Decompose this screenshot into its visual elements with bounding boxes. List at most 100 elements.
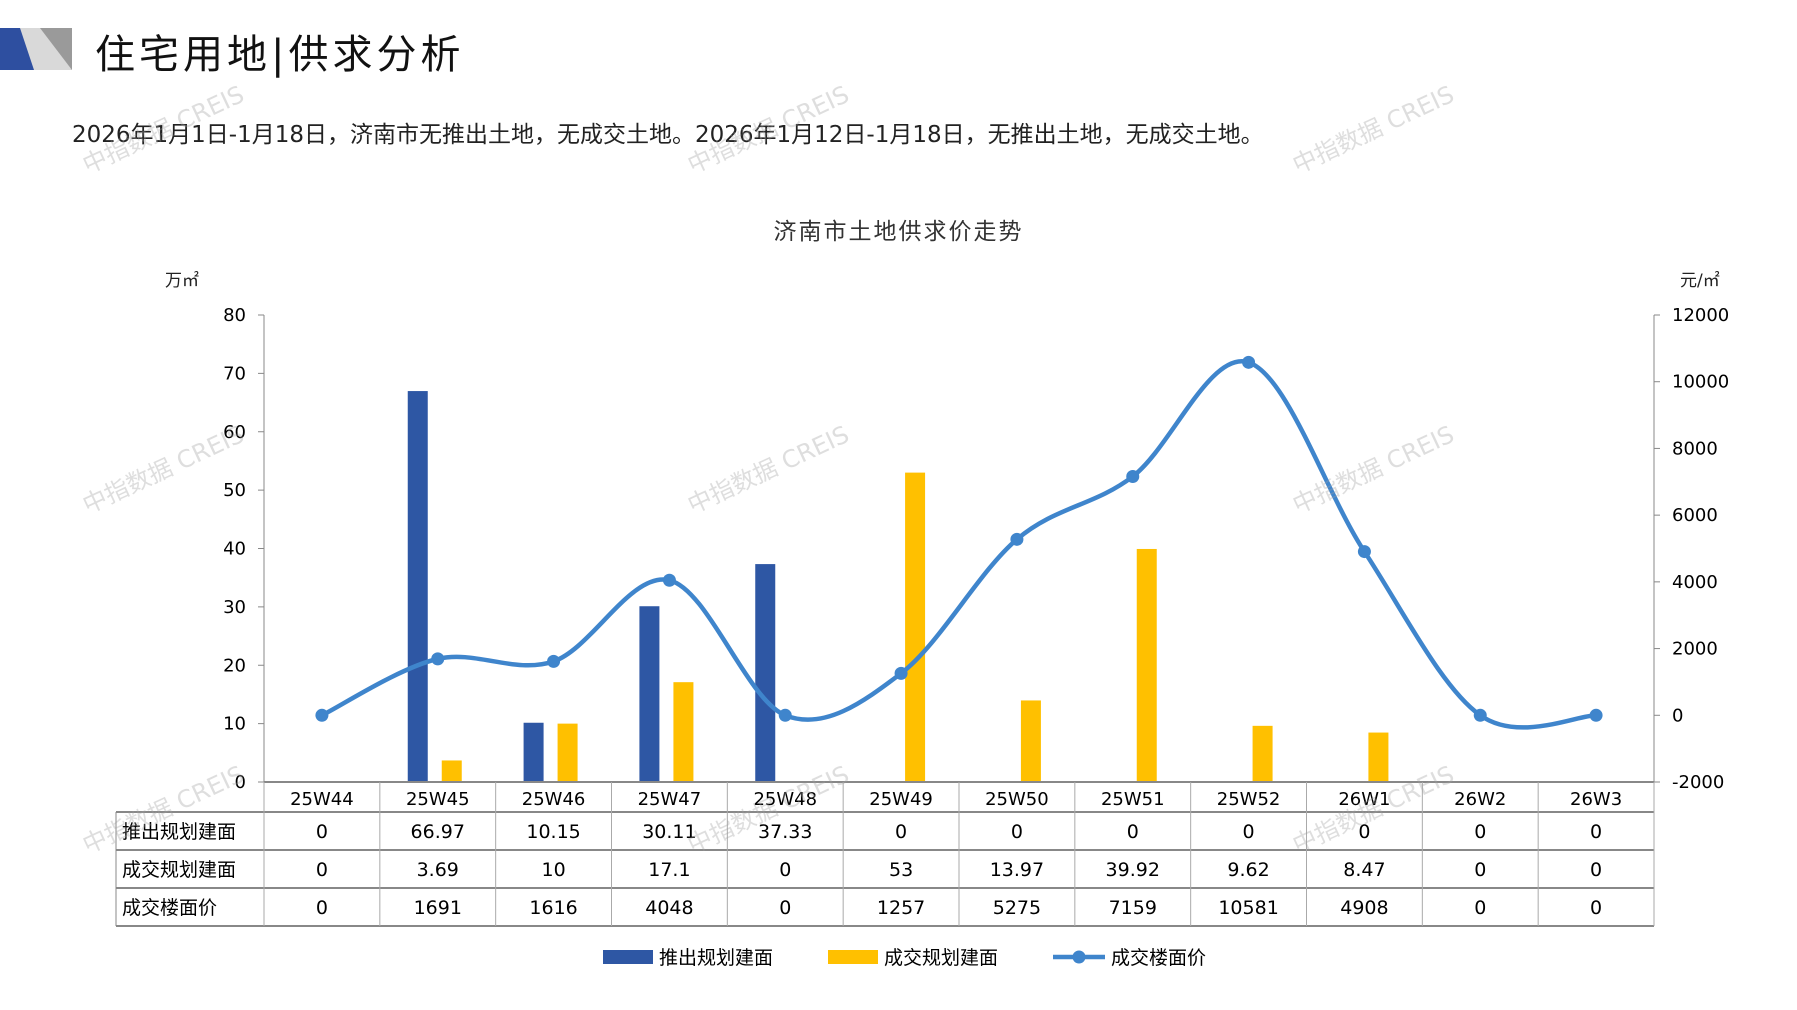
data-label: 0: [895, 821, 907, 843]
category-label: 26W2: [1454, 789, 1506, 810]
price-point: [547, 654, 561, 668]
price-point: [894, 666, 908, 680]
data-label: 0: [1011, 821, 1023, 843]
data-label: 17.1: [648, 859, 690, 881]
data-label: 4048: [645, 897, 693, 919]
data-label: 0: [1474, 897, 1486, 919]
data-label: 7159: [1109, 897, 1157, 919]
data-label: 0: [1590, 821, 1602, 843]
price-point: [662, 573, 676, 587]
bar-supply: [407, 391, 428, 782]
data-label: 53: [889, 859, 913, 881]
row-label: 成交楼面价: [122, 897, 217, 919]
left-axis-unit: 万㎡: [165, 271, 199, 291]
right-axis-unit: 元/㎡: [1680, 271, 1720, 291]
legend-marker: [1072, 950, 1086, 964]
data-label: 0: [1474, 859, 1486, 881]
data-label: 3.69: [417, 859, 459, 881]
data-label: 10: [541, 859, 565, 881]
data-label: 66.97: [411, 821, 465, 843]
data-label: 0: [316, 859, 328, 881]
left-tick-label: 70: [223, 363, 246, 384]
category-label: 25W45: [406, 789, 470, 810]
bar-deal: [905, 472, 926, 782]
data-label: 13.97: [990, 859, 1044, 881]
bar-supply: [639, 606, 660, 782]
right-tick-label: 4000: [1672, 572, 1718, 593]
summary-text: 2026年1月1日-1月18日，济南市无推出土地，无成交土地。2026年1月12…: [72, 122, 1264, 148]
category-label: 25W52: [1217, 789, 1281, 810]
left-tick-label: 20: [223, 655, 246, 676]
right-tick-label: 12000: [1672, 305, 1729, 326]
price-point: [1010, 532, 1024, 546]
data-label: 39.92: [1106, 859, 1160, 881]
price-point: [1242, 355, 1256, 369]
left-tick-label: 0: [235, 772, 246, 793]
row-label: 成交规划建面: [122, 859, 236, 881]
category-label: 25W48: [753, 789, 817, 810]
data-label: 0: [1127, 821, 1139, 843]
price-point: [1589, 708, 1603, 722]
data-label: 30.11: [642, 821, 696, 843]
bar-deal: [441, 760, 462, 782]
data-label: 0: [1590, 859, 1602, 881]
left-tick-label: 30: [223, 597, 246, 618]
data-label: 10581: [1218, 897, 1278, 919]
price-point: [1357, 545, 1371, 559]
right-tick-label: 10000: [1672, 372, 1729, 393]
data-label: 0: [316, 821, 328, 843]
left-tick-label: 10: [223, 714, 246, 735]
left-tick-label: 40: [223, 539, 246, 560]
category-label: 25W50: [985, 789, 1049, 810]
data-label: 1257: [877, 897, 925, 919]
page-title: 住宅用地|供求分析: [95, 32, 465, 78]
category-label: 25W46: [522, 789, 586, 810]
data-label: 9.62: [1227, 859, 1269, 881]
category-label: 25W44: [290, 789, 354, 810]
legend-swatch-deal: [828, 950, 878, 964]
data-label: 1616: [529, 897, 577, 919]
logo-mark: [0, 28, 72, 70]
price-point: [778, 708, 792, 722]
price-point: [431, 652, 445, 666]
data-label: 8.47: [1343, 859, 1385, 881]
legend-swatch-supply: [603, 950, 653, 964]
legend-label: 成交规划建面: [884, 947, 998, 969]
bar-supply: [755, 564, 776, 782]
data-label: 10.15: [526, 821, 580, 843]
category-label: 25W51: [1101, 789, 1165, 810]
price-point: [1473, 708, 1487, 722]
category-label: 25W49: [869, 789, 933, 810]
bar-supply: [523, 722, 544, 782]
data-label: 1691: [414, 897, 462, 919]
data-label: 5275: [993, 897, 1041, 919]
bar-deal: [1252, 725, 1273, 782]
right-tick-label: 6000: [1672, 505, 1718, 526]
right-tick-label: -2000: [1672, 772, 1724, 793]
legend-label: 成交楼面价: [1111, 947, 1206, 969]
bar-deal: [1020, 700, 1041, 782]
left-tick-label: 80: [223, 305, 246, 326]
bar-deal: [1368, 732, 1389, 782]
right-tick-label: 8000: [1672, 438, 1718, 459]
category-label: 26W3: [1570, 789, 1622, 810]
data-label: 0: [1243, 821, 1255, 843]
row-label: 推出规划建面: [122, 821, 236, 843]
bar-deal: [673, 682, 694, 782]
data-label: 0: [1590, 897, 1602, 919]
price-line: [320, 359, 1597, 730]
left-tick-label: 60: [223, 422, 246, 443]
data-label: 37.33: [758, 821, 812, 843]
bar-deal: [557, 723, 578, 782]
right-tick-label: 2000: [1672, 639, 1718, 660]
legend-label: 推出规划建面: [659, 947, 773, 969]
data-label: 0: [779, 897, 791, 919]
chart-title: 济南市土地供求价走势: [773, 219, 1024, 245]
data-label: 0: [779, 859, 791, 881]
right-tick-label: 0: [1672, 705, 1683, 726]
data-label: 0: [1358, 821, 1370, 843]
category-label: 26W1: [1338, 789, 1390, 810]
left-tick-label: 50: [223, 480, 246, 501]
data-label: 0: [1474, 821, 1486, 843]
